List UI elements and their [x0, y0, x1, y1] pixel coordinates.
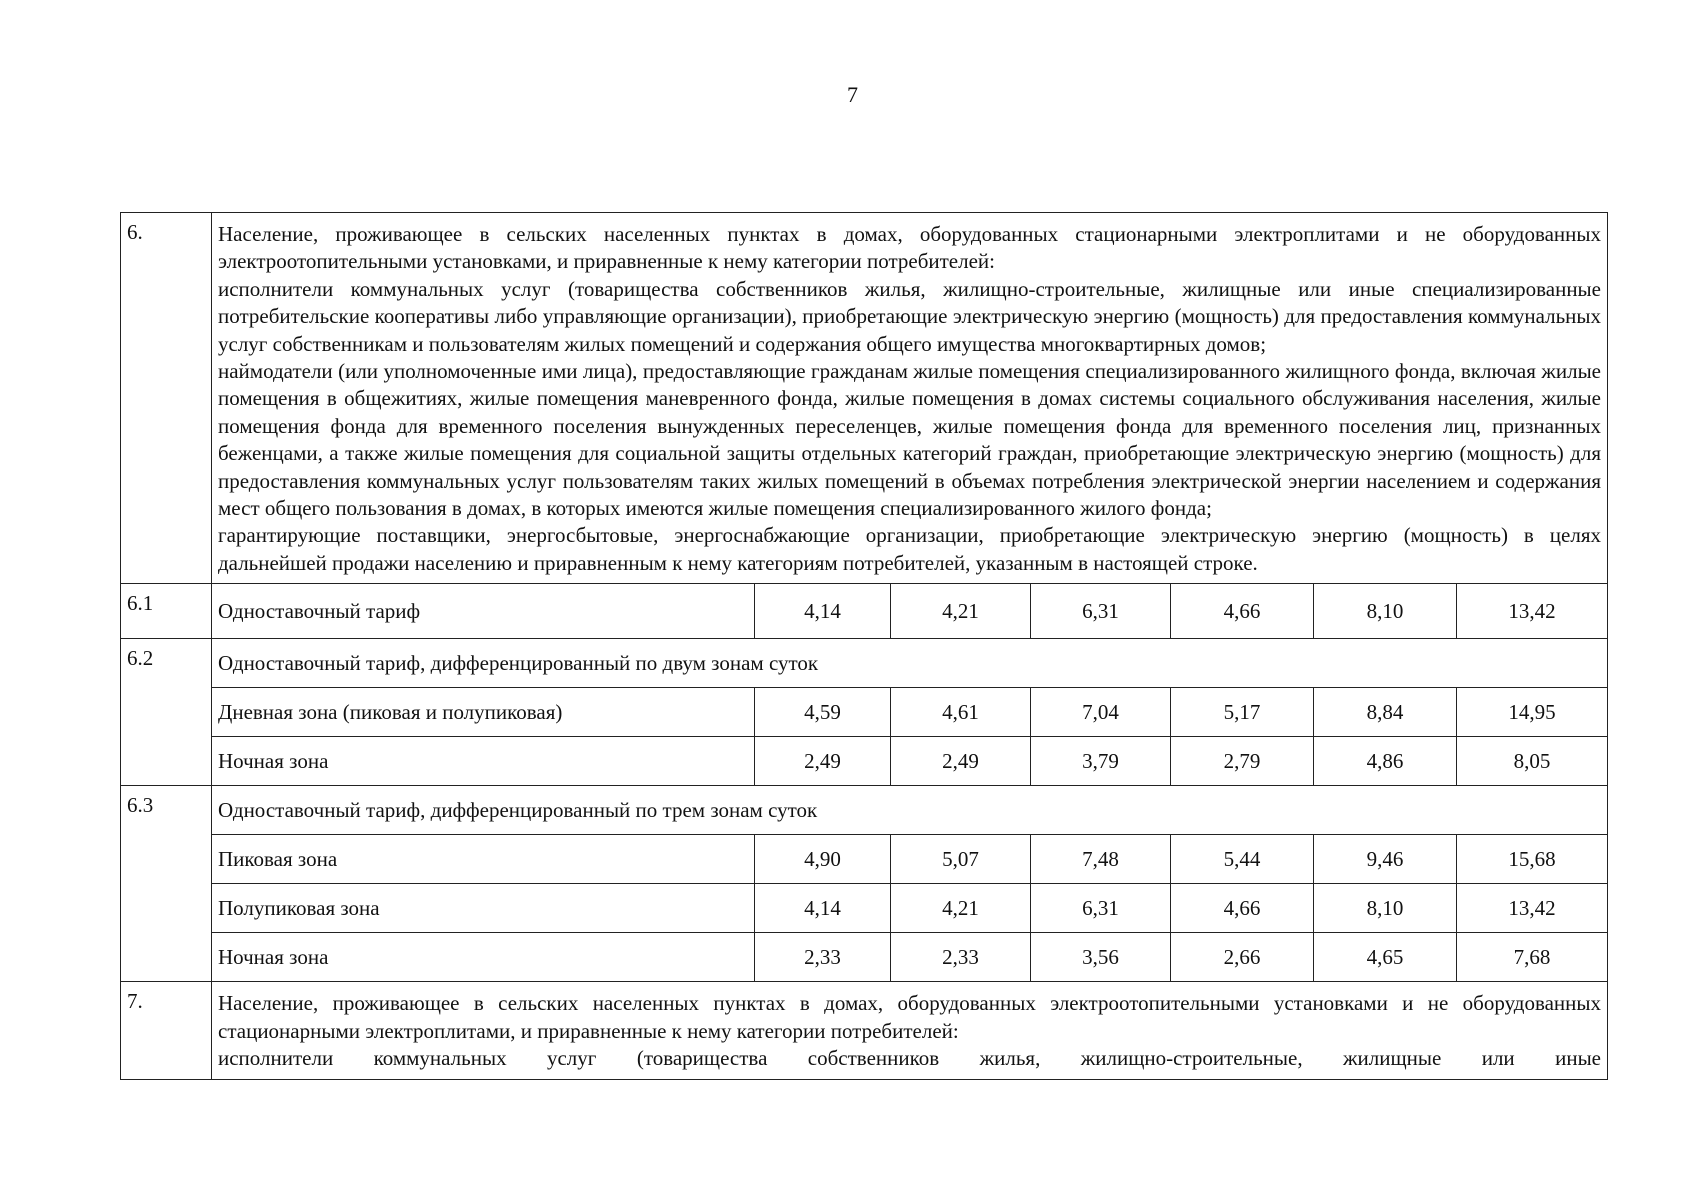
row-label: Ночная зона — [211, 932, 755, 983]
row-number: 7. — [120, 981, 212, 1080]
row-number: 6.1 — [120, 583, 212, 640]
value-cell: 2,33 — [890, 932, 1031, 983]
row-number: 6. — [120, 211, 212, 585]
row-label: Пиковая зона — [211, 834, 755, 885]
table-row-6-2-day: Дневная зона (пиковая и полупиковая) 4,5… — [121, 687, 1608, 738]
table-row-6-1: 6.1 Одноставочный тариф 4,14 4,21 6,31 4… — [120, 583, 1608, 640]
value-cell: 13,42 — [1456, 583, 1608, 640]
paragraph: наймодатели (или уполномоченные ими лица… — [218, 359, 1601, 521]
row-label: Дневная зона (пиковая и полупиковая) — [211, 687, 755, 738]
value-cell: 7,48 — [1030, 834, 1171, 885]
value-cell: 4,14 — [754, 883, 891, 934]
table-row-6: 6. Население, проживающее в сельских нас… — [120, 211, 1608, 585]
value-cell: 5,44 — [1170, 834, 1314, 885]
paragraph: Население, проживающее в сельских населе… — [218, 991, 1601, 1043]
row-label: Ночная зона — [211, 736, 755, 787]
row-label: Одноставочный тариф, дифференцированный … — [211, 785, 1608, 836]
value-cell: 2,49 — [754, 736, 891, 787]
value-cell: 8,10 — [1313, 583, 1457, 640]
paragraph: исполнители коммунальных услуг (товарище… — [218, 1046, 1601, 1071]
row-label: Полупиковая зона — [211, 883, 755, 934]
value-cell: 4,65 — [1313, 932, 1457, 983]
tariff-table: 6. Население, проживающее в сельских нас… — [120, 211, 1608, 1080]
table-row-6-2-night: Ночная зона 2,49 2,49 3,79 2,79 4,86 8,0… — [121, 736, 1608, 787]
value-cell: 4,66 — [1170, 583, 1314, 640]
value-cell: 7,04 — [1030, 687, 1171, 738]
value-cell: 2,79 — [1170, 736, 1314, 787]
row-description: Население, проживающее в сельских населе… — [211, 981, 1608, 1080]
table-row-6-3: 6.3 Одноставочный тариф, дифференцирован… — [120, 785, 1608, 983]
table-row-6-3-night: Ночная зона 2,33 2,33 3,56 2,66 4,65 7,6… — [121, 932, 1608, 983]
paragraph: Население, проживающее в сельских населе… — [218, 222, 1601, 274]
value-cell: 8,10 — [1313, 883, 1457, 934]
page-number: 7 — [847, 82, 858, 107]
row-number: 6.3 — [120, 785, 212, 983]
value-cell: 4,61 — [890, 687, 1031, 738]
value-cell: 4,90 — [754, 834, 891, 885]
value-cell: 5,17 — [1170, 687, 1314, 738]
value-cell: 8,05 — [1456, 736, 1608, 787]
table-row-6-2: 6.2 Одноставочный тариф, дифференцирован… — [120, 638, 1608, 787]
value-cell: 3,79 — [1030, 736, 1171, 787]
row-label: Одноставочный тариф — [211, 583, 755, 640]
value-cell: 2,49 — [890, 736, 1031, 787]
table-row-7: 7. Население, проживающее в сельских нас… — [120, 981, 1608, 1080]
table-row-6-3-semipeak: Полупиковая зона 4,14 4,21 6,31 4,66 8,1… — [121, 883, 1608, 934]
value-cell: 7,68 — [1456, 932, 1608, 983]
value-cell: 13,42 — [1456, 883, 1608, 934]
value-cell: 15,68 — [1456, 834, 1608, 885]
table-row-6-3-peak: Пиковая зона 4,90 5,07 7,48 5,44 9,46 15… — [121, 834, 1608, 885]
value-cell: 3,56 — [1030, 932, 1171, 983]
value-cell: 9,46 — [1313, 834, 1457, 885]
value-cell: 5,07 — [890, 834, 1031, 885]
value-cell: 4,14 — [754, 583, 891, 640]
value-cell: 2,66 — [1170, 932, 1314, 983]
paragraph: гарантирующие поставщики, энергосбытовые… — [218, 523, 1601, 575]
value-cell: 4,59 — [754, 687, 891, 738]
value-cell: 8,84 — [1313, 687, 1457, 738]
value-cell: 4,21 — [890, 883, 1031, 934]
value-cell: 14,95 — [1456, 687, 1608, 738]
value-cell: 4,66 — [1170, 883, 1314, 934]
row-description: Население, проживающее в сельских населе… — [211, 211, 1608, 585]
value-cell: 2,33 — [754, 932, 891, 983]
value-cell: 6,31 — [1030, 883, 1171, 934]
paragraph: исполнители коммунальных услуг (товарище… — [218, 276, 1601, 356]
value-cell: 6,31 — [1030, 583, 1171, 640]
value-cell: 4,21 — [890, 583, 1031, 640]
value-cell: 4,86 — [1313, 736, 1457, 787]
row-label: Одноставочный тариф, дифференцированный … — [211, 638, 1608, 689]
row-number: 6.2 — [120, 638, 212, 787]
